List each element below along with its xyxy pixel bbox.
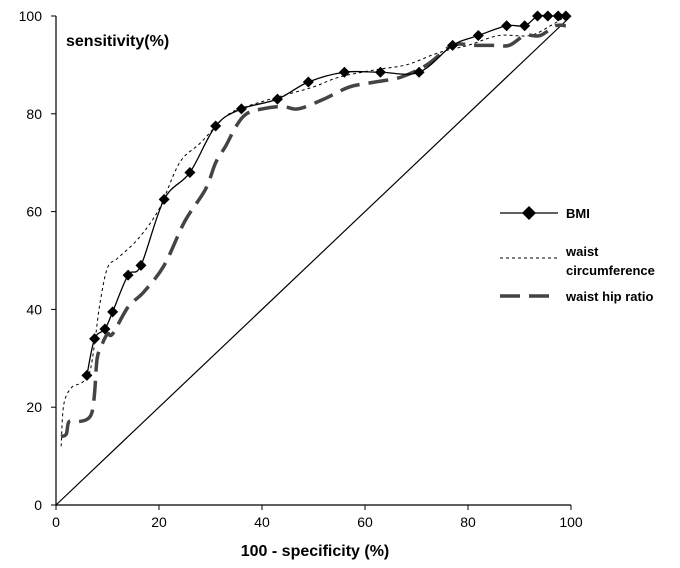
bmi-data-point [81, 369, 93, 381]
bmi-data-point [552, 10, 564, 22]
bmi-data-point [122, 269, 134, 281]
bmi-data-point [271, 93, 283, 105]
reference-diagonal-line [55, 15, 572, 506]
bmi-data-point [99, 323, 111, 335]
y-tick-label: 60 [26, 204, 42, 220]
y-tick-label: 100 [19, 8, 43, 24]
axes [51, 15, 572, 510]
bmi-data-point [413, 66, 425, 78]
x-tick-label: 0 [52, 514, 60, 530]
bmi-data-point [302, 76, 314, 88]
bmi-data-point [158, 193, 170, 205]
x-axis-title: 100 - specificity (%) [241, 543, 390, 560]
x-tick-label: 40 [254, 514, 270, 530]
x-tick-label: 20 [151, 514, 167, 530]
legend-label-waist-hip-ratio: waist hip ratio [565, 289, 653, 304]
legend-entry-bmi: BMI [500, 206, 590, 221]
legend-label-waist-circumference: waist circumference [565, 244, 655, 278]
waist-hip-ratio-series-line [60, 23, 566, 439]
bmi-data-point [532, 10, 544, 22]
y-tick-label: 0 [34, 497, 42, 513]
series-layer [55, 10, 572, 506]
legend-entry-waist-hip-ratio: waist hip ratio [500, 289, 653, 304]
bmi-data-point [560, 10, 572, 22]
bmi-data-point [235, 103, 247, 115]
legend: BMI waist circumference waist hip ratio [500, 206, 655, 304]
bmi-data-point [501, 20, 513, 32]
tick-labels: 0 20 40 60 80 100 0 20 40 60 80 100 [19, 8, 583, 530]
legend-entry-waist-circumference: waist circumference [500, 244, 655, 278]
waist-circumference-series-line [60, 15, 567, 447]
x-tick-label: 80 [460, 514, 476, 530]
y-tick-label: 40 [26, 301, 42, 317]
bmi-data-point [184, 166, 196, 178]
bmi-data-point [542, 10, 554, 22]
bmi-data-point [338, 66, 350, 78]
bmi-data-point [472, 30, 484, 42]
y-tick-label: 20 [26, 399, 42, 415]
x-tick-label: 100 [559, 514, 583, 530]
y-axis-title: sensitivity(%) [66, 33, 169, 50]
x-tick-label: 60 [357, 514, 373, 530]
bmi-data-point [107, 306, 119, 318]
bmi-data-point [374, 66, 386, 78]
bmi-data-point [210, 120, 222, 132]
bmi-data-point [89, 333, 101, 345]
bmi-data-point [135, 259, 147, 271]
y-tick-label: 80 [26, 106, 42, 122]
bmi-series-line [86, 14, 566, 376]
bmi-data-point [447, 39, 459, 51]
legend-label-bmi: BMI [566, 206, 590, 221]
bmi-data-point [519, 20, 531, 32]
